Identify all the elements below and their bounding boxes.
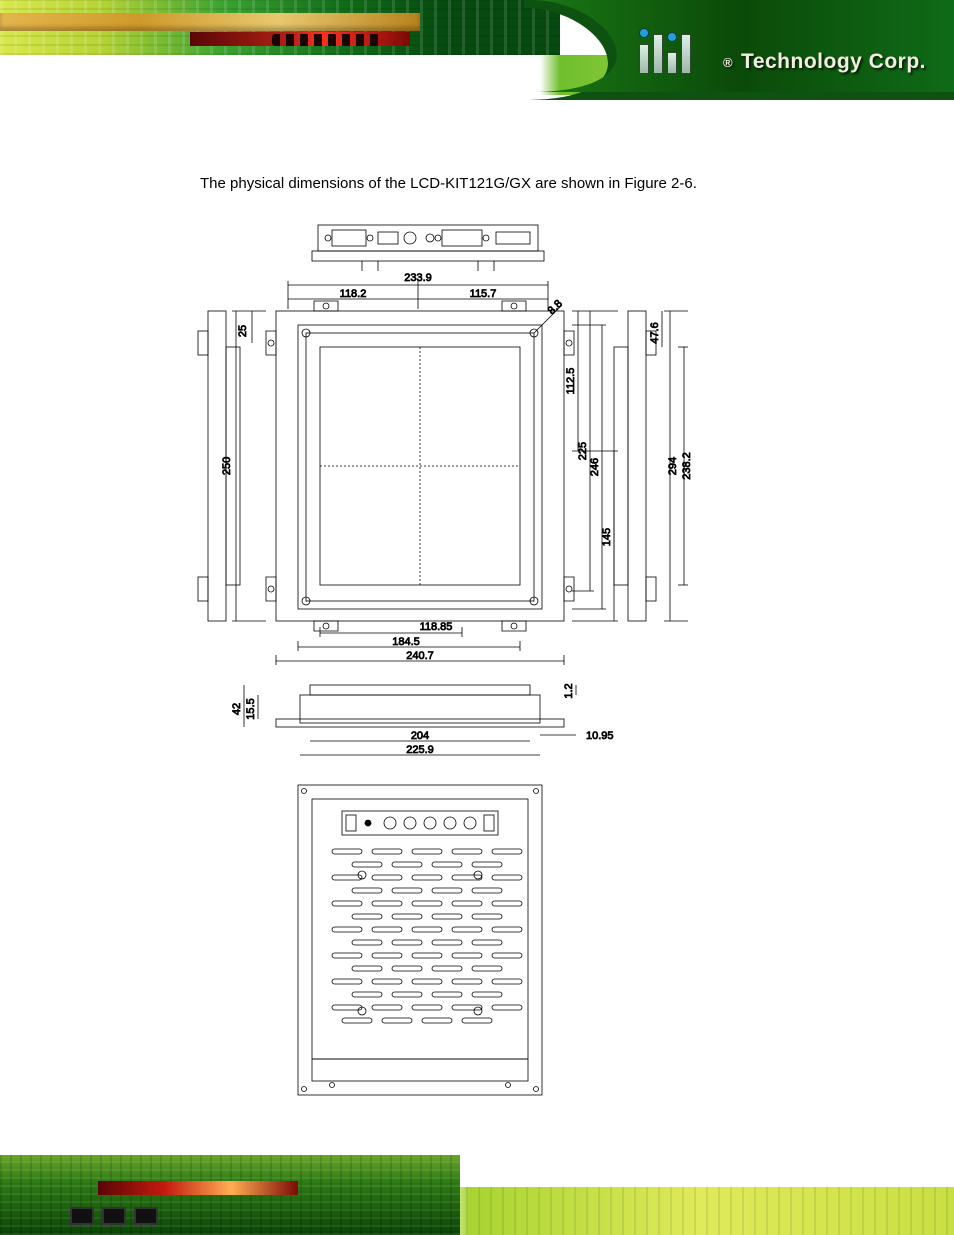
brand-block: ® Technology Corp.: [639, 30, 926, 74]
dim-mid-h2: 15.5: [245, 698, 257, 719]
dim-top-right: 115.7: [470, 288, 497, 300]
dim-r-top: 47.6: [649, 322, 661, 343]
dim-mid-w2: 225.9: [406, 744, 434, 756]
dim-left-top: 25: [237, 325, 249, 337]
dim-top-left: 118.2: [340, 288, 367, 300]
top-banner: ® Technology Corp.: [0, 0, 954, 100]
dim-bot-a: 118.85: [420, 621, 453, 633]
dim-mid-r: 10.95: [586, 730, 614, 742]
brand-name: Technology Corp.: [741, 50, 926, 74]
footer-green-left: [0, 1155, 460, 1235]
figure-2-6: 233.9 118.2 115.7 8.8: [178, 215, 738, 1115]
dim-bot-c: 240.7: [406, 650, 434, 662]
intro-text: The physical dimensions of the LCD-KIT12…: [200, 175, 697, 192]
footer-chips: [70, 1207, 158, 1225]
banner-red-dots: [272, 34, 382, 46]
chip-icon: [70, 1207, 94, 1225]
chip-icon: [102, 1207, 126, 1225]
footer-red-strip: [98, 1181, 298, 1195]
dim-left-h: 250: [221, 457, 233, 475]
chip-icon: [134, 1207, 158, 1225]
bottom-banner: [0, 1135, 954, 1235]
dim-top-total: 233.9: [404, 272, 432, 284]
dim-r-c: 246: [589, 458, 601, 476]
dim-r-a: 112.5: [565, 368, 577, 395]
dim-bot-b: 184.5: [392, 636, 420, 648]
dim-r-b: 225: [577, 442, 589, 460]
dim-side-h: 294: [667, 457, 679, 475]
dim-mid-h1: 42: [231, 703, 243, 715]
banner-gold-strip: [0, 13, 420, 31]
dim-mid-w1: 204: [411, 730, 429, 742]
dim-mid-top: 1.2: [563, 683, 575, 698]
dim-side-ih: 238.2: [681, 452, 693, 480]
dim-r-d: 145: [601, 528, 613, 546]
dim-diag: 8.8: [546, 298, 565, 317]
iei-logo-icon: [639, 30, 709, 74]
brand-reg: ®: [723, 55, 733, 74]
